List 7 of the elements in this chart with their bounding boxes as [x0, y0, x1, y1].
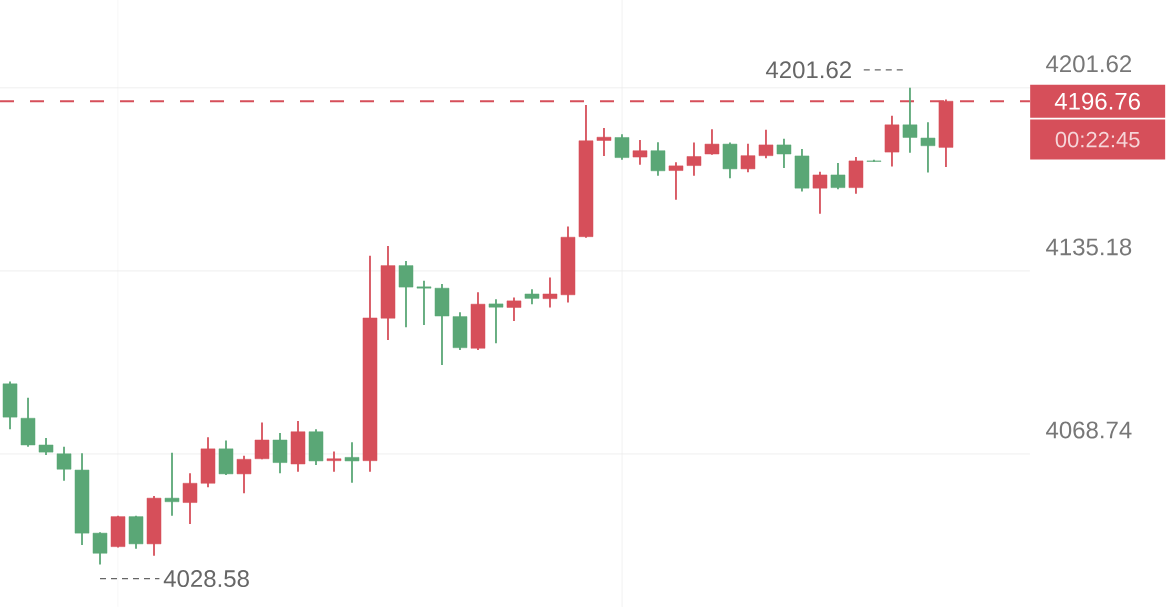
y-tick-label: 4201.62: [1046, 55, 1132, 73]
annotation: 4028.58: [163, 570, 249, 588]
annotation: 4201.62: [765, 61, 851, 79]
y-tick-label: 4135.18: [1046, 238, 1132, 256]
y-tick-label: 4068.74: [1046, 421, 1132, 439]
ref-line-label: 4196.76: [1054, 92, 1140, 110]
text: 00:22:45: [1055, 131, 1140, 148]
